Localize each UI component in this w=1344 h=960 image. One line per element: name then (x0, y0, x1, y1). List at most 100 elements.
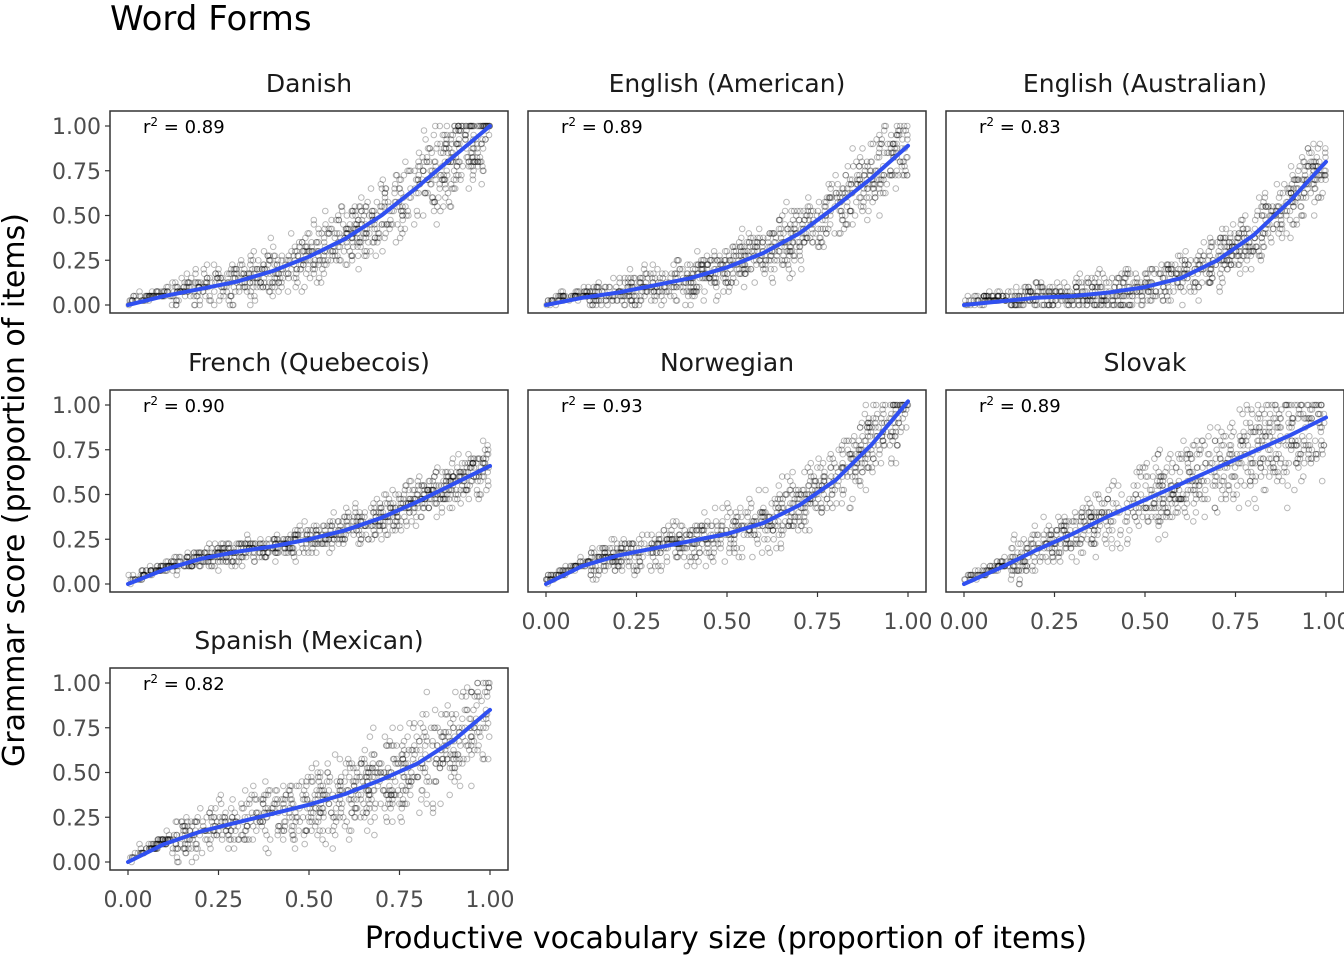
data-point (327, 257, 335, 264)
data-point (343, 212, 351, 219)
data-point (275, 270, 282, 278)
data-point (744, 265, 752, 273)
data-point (439, 149, 447, 157)
data-point (378, 221, 386, 228)
data-point (428, 180, 435, 188)
y-tick-label: 0.25 (52, 249, 101, 274)
panel-english-australian: English (Australian)r2 = 0.83 (945, 69, 1344, 314)
data-point (340, 248, 348, 255)
data-point (449, 185, 456, 192)
data-point (334, 252, 341, 260)
data-point (357, 203, 364, 210)
data-point (206, 297, 213, 304)
data-point (246, 279, 254, 286)
data-point (870, 185, 878, 192)
data-point (468, 122, 476, 130)
data-point (172, 279, 179, 286)
data-point (362, 203, 369, 210)
data-point (275, 279, 283, 286)
data-point (424, 189, 431, 197)
data-point (348, 252, 356, 260)
data-point (451, 122, 459, 130)
data-point (477, 122, 484, 130)
data-point (354, 216, 362, 224)
data-point (358, 207, 365, 215)
data-point (398, 207, 405, 215)
data-point (747, 265, 755, 273)
data-point (850, 163, 857, 170)
data-point (431, 198, 439, 206)
data-point (701, 288, 708, 295)
data-point (249, 279, 257, 286)
x-tick-label: 0.25 (1030, 610, 1079, 635)
data-point (240, 270, 248, 278)
panel-title-danish: Danish (266, 69, 352, 98)
data-point (467, 149, 475, 157)
data-point (470, 158, 477, 166)
data-point (725, 252, 733, 260)
data-point (581, 288, 588, 295)
data-point (439, 131, 447, 139)
data-point (559, 292, 567, 300)
data-point (865, 207, 872, 215)
data-point (882, 189, 889, 197)
data-point (172, 301, 180, 309)
data-point (346, 225, 353, 233)
data-point (329, 248, 337, 255)
data-point (597, 297, 605, 304)
data-point (241, 265, 248, 273)
data-point (462, 122, 470, 130)
data-point (478, 180, 486, 188)
data-point (152, 288, 160, 295)
data-point (315, 239, 322, 246)
data-point (835, 230, 843, 237)
data-point (769, 279, 777, 286)
data-point (455, 158, 462, 166)
data-point (324, 257, 332, 264)
data-point (285, 252, 293, 260)
data-point (442, 185, 450, 192)
data-point (796, 252, 804, 260)
data-point (847, 207, 854, 215)
data-point (440, 171, 448, 179)
data-point (789, 239, 796, 246)
data-point (706, 274, 713, 282)
data-point (374, 230, 382, 237)
data-point (762, 257, 770, 264)
data-point (331, 248, 339, 255)
y-tick-label: 0.50 (52, 205, 101, 230)
data-point (861, 163, 869, 170)
data-point (315, 225, 322, 233)
data-point (761, 270, 768, 278)
data-point (173, 301, 180, 309)
data-point (866, 167, 874, 175)
data-point (754, 234, 761, 242)
data-point (877, 176, 885, 183)
data-point (153, 288, 160, 295)
data-point (187, 274, 195, 282)
data-point (452, 140, 460, 148)
data-point (466, 122, 474, 130)
data-point (247, 257, 255, 264)
y-tick-label: 0.25 (52, 528, 101, 553)
data-point (458, 171, 465, 179)
data-point (283, 270, 290, 278)
data-point (228, 292, 235, 300)
data-point (399, 230, 406, 237)
data-point (452, 127, 460, 134)
data-point (203, 274, 211, 282)
data-point (875, 154, 883, 161)
data-point (633, 292, 640, 300)
data-point (455, 171, 462, 179)
data-point (371, 234, 379, 242)
data-point (284, 270, 292, 278)
data-point (473, 140, 481, 148)
data-point (443, 167, 451, 175)
data-point (382, 185, 389, 192)
data-point (297, 265, 305, 273)
data-point (273, 274, 281, 282)
data-point (451, 185, 459, 192)
data-point (904, 122, 911, 130)
data-point (474, 158, 481, 166)
